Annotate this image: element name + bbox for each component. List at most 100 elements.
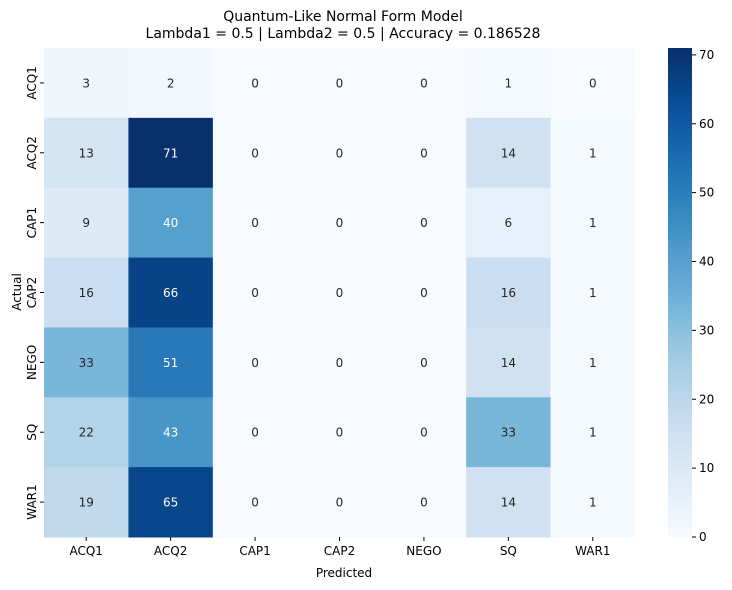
heatmap-cell [212,467,298,538]
cell-value-label: 14 [501,146,516,160]
x-tick-label: SQ [500,544,517,558]
heatmap-cell [44,187,129,259]
cell-value-label: 14 [501,496,516,510]
heatmap-cell [466,327,552,398]
colorbar-tick-label: 30 [699,323,714,337]
cell-value-label: 1 [505,76,513,90]
cell-value-label: 2 [167,76,175,90]
heatmap-cell [128,48,214,119]
cell-value-label: 13 [79,146,94,160]
chart-subtitle: Lambda1 = 0.5 | Lambda2 = 0.5 | Accuracy… [146,26,541,42]
cell-value-label: 0 [336,286,344,300]
cell-value-label: 0 [336,76,344,90]
x-tick-label: CAP1 [239,544,270,558]
heatmap-cell [212,327,298,398]
heatmap-cell [381,187,467,259]
cell-value-label: 19 [79,496,94,510]
cell-value-label: 0 [251,146,259,160]
cell-value-label: 1 [589,496,597,510]
heatmap-cell [381,467,467,538]
heatmap-cell [297,187,383,259]
cell-value-label: 0 [251,76,259,90]
x-tick-labels: ACQ1 ACQ2 CAP1 CAP2 NEGO SQ WAR1 [69,537,610,558]
heatmap-cell [44,327,129,398]
y-tick-label: WAR1 [25,484,39,519]
cell-value-label: 0 [420,146,428,160]
x-tick-label: CAP2 [324,544,355,558]
cell-value-label: 65 [163,496,178,510]
colorbar [668,48,692,537]
cell-value-label: 0 [336,216,344,230]
heatmap-cell [466,117,552,189]
cell-value-label: 0 [420,426,428,440]
cell-value-label: 0 [336,146,344,160]
cell-value-label: 1 [589,146,597,160]
heatmap-cell [466,257,552,328]
y-tick-labels: ACQ1 ACQ2 CAP1 CAP2 NEGO SQ WAR1 [25,66,44,520]
x-tick-label: ACQ2 [154,544,187,558]
cell-value-label: 16 [79,286,94,300]
heatmap-cell [44,467,129,538]
colorbar-tick-label: 0 [699,530,707,544]
colorbar-tick-label: 70 [699,48,714,62]
cell-value-label: 0 [251,356,259,370]
heatmap-cell [297,48,383,119]
colorbar-tick-label: 20 [699,392,714,406]
heatmap-cell [297,397,383,468]
cell-value-label: 22 [79,426,94,440]
heatmap-cell [128,187,214,259]
heatmap-cell [44,117,129,189]
cell-value-label: 0 [251,286,259,300]
heatmap-cell [212,257,298,328]
y-tick-label: NEGO [25,345,39,380]
colorbar-tick-label: 50 [699,186,714,200]
heatmap-cell [128,117,214,189]
heatmap-cell [466,467,552,538]
heatmap-cell [550,327,636,398]
cell-value-label: 0 [251,426,259,440]
cell-value-label: 0 [420,216,428,230]
x-tick-label: NEGO [406,544,441,558]
cell-value-label: 0 [420,356,428,370]
cell-value-label: 0 [420,76,428,90]
heatmap-cell [128,327,214,398]
heatmap-cell [466,397,552,468]
colorbar-tick-label: 60 [699,117,714,131]
cell-value-label: 43 [163,426,178,440]
heatmap-cell [212,48,298,119]
cell-value-label: 1 [589,356,597,370]
cell-value-label: 0 [336,426,344,440]
heatmap-cell [297,117,383,189]
heatmap-cell [297,327,383,398]
cell-value-label: 1 [589,216,597,230]
heatmap-cell [297,257,383,328]
x-tick-label: WAR1 [575,544,610,558]
heatmap-cell [466,48,552,119]
heatmap-cell [550,257,636,328]
heatmap-cell [381,117,467,189]
heatmap-cell [550,187,636,259]
heatmap-cell [550,467,636,538]
cell-value-label: 0 [251,496,259,510]
cell-value-label: 1 [589,286,597,300]
cell-value-label: 0 [336,496,344,510]
cell-value-label: 66 [163,286,178,300]
heatmap-cell [212,187,298,259]
y-tick-label: ACQ1 [25,66,39,99]
cell-value-label: 9 [82,216,90,230]
x-tick-label: ACQ1 [69,544,102,558]
heatmap-cell [550,117,636,189]
heatmap-cells: 3 2 0 0 0 1 013 71 0 0 0 14 19 40 0 0 0 6 116 66 0 0 0 16 133 51 0… [44,48,636,538]
heatmap-cell [44,257,129,328]
cell-value-label: 51 [163,356,178,370]
chart-title: Quantum-Like Normal Form Model [223,9,463,25]
cell-value-label: 14 [501,356,516,370]
heatmap-cell [381,397,467,468]
cell-value-label: 0 [420,496,428,510]
cell-value-label: 16 [501,286,516,300]
cell-value-label: 0 [251,216,259,230]
cell-value-label: 3 [82,76,90,90]
heatmap-cell [212,117,298,189]
heatmap-cell [44,48,129,119]
